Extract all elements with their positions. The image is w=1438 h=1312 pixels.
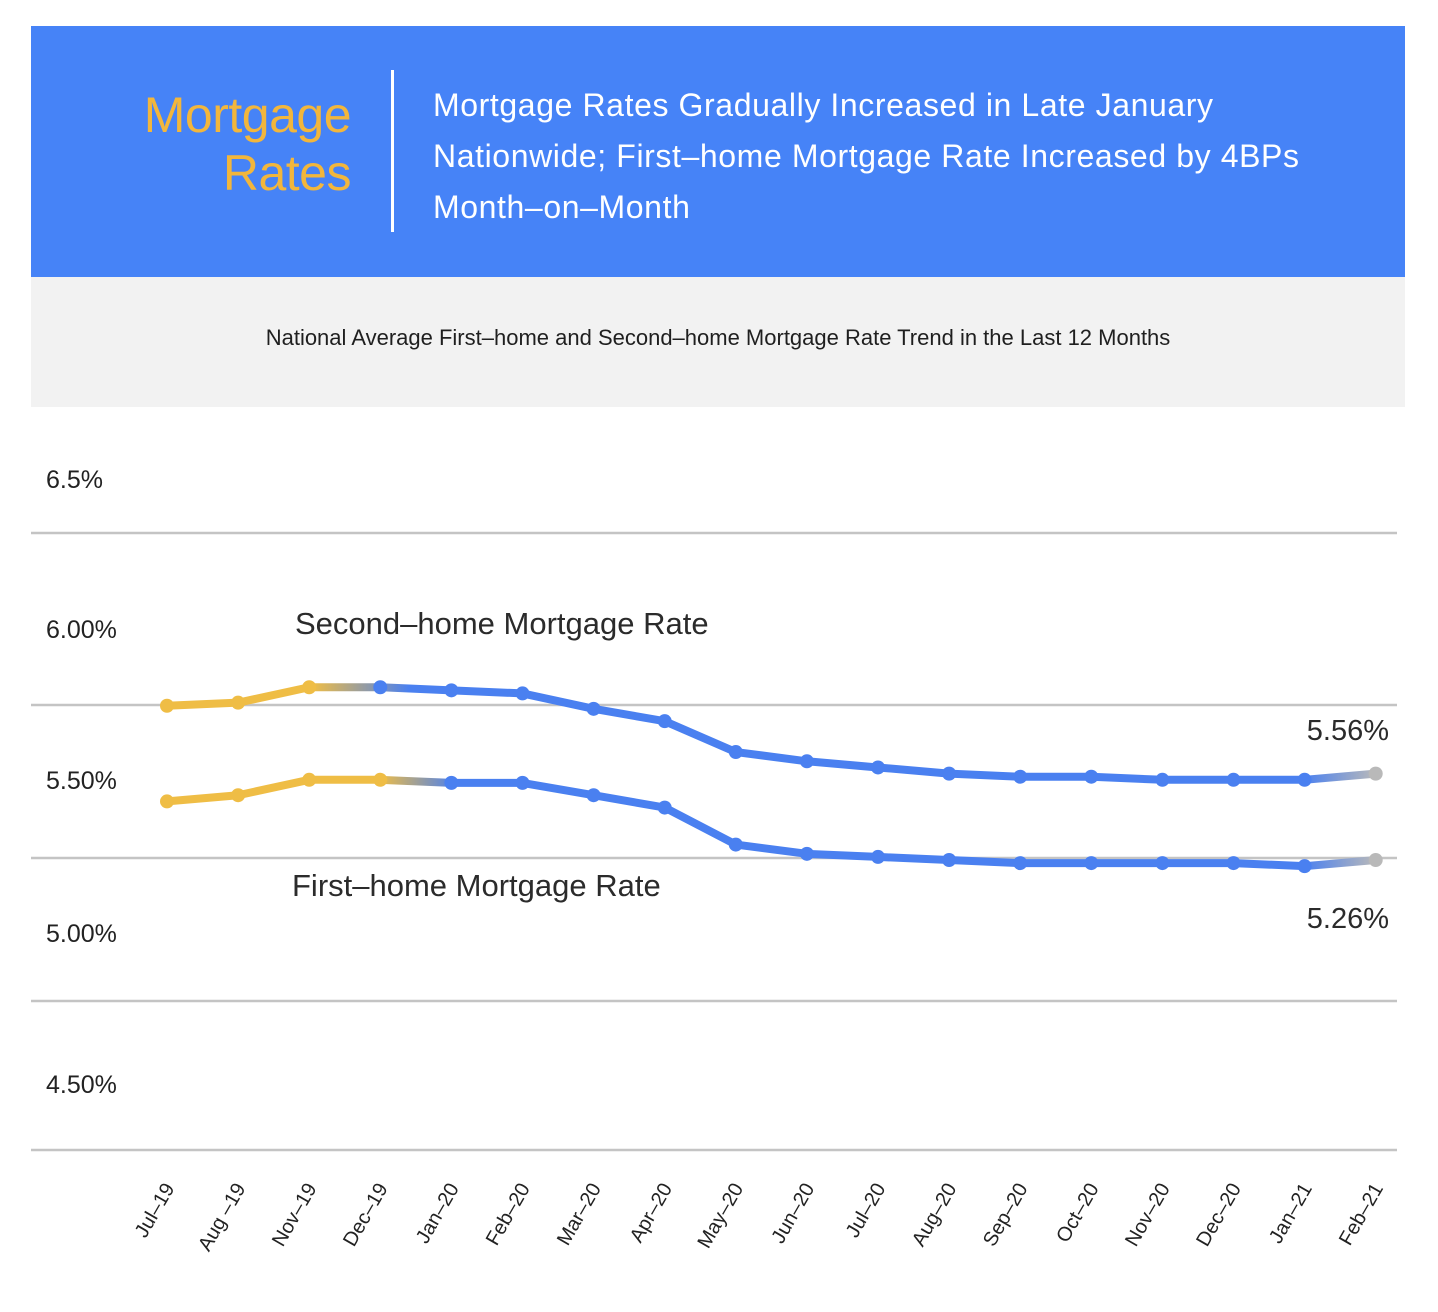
data-point <box>799 754 814 769</box>
data-point <box>586 701 601 716</box>
data-point <box>231 788 246 803</box>
x-tick-label: Aug–20 <box>908 1180 962 1251</box>
data-point <box>373 680 388 695</box>
data-point <box>1084 769 1099 784</box>
end-value-label: 5.26% <box>1307 903 1389 935</box>
data-point <box>160 698 174 713</box>
data-point <box>1226 856 1241 871</box>
data-point <box>1368 853 1383 868</box>
x-tick-label: Nov–20 <box>1121 1180 1175 1251</box>
data-point <box>444 775 459 790</box>
x-tick-label: Oct–20 <box>1052 1180 1103 1247</box>
end-value-label: 5.56% <box>1307 715 1389 747</box>
data-point <box>871 760 885 775</box>
data-point <box>728 837 743 852</box>
data-point <box>942 766 957 781</box>
data-point <box>657 714 672 729</box>
x-tick-label: Mar–20 <box>553 1180 606 1250</box>
chart-title: National Average First–home and Second–h… <box>265 325 1171 350</box>
series-name-label: First–home Mortgage Rate <box>292 868 661 903</box>
x-tick-label: Dec–19 <box>339 1180 393 1251</box>
x-tick-label: Sep–20 <box>979 1180 1033 1251</box>
data-point <box>728 745 743 760</box>
data-point <box>231 695 246 710</box>
y-tick-label: 5.50% <box>46 767 117 795</box>
x-tick-label: Jul–20 <box>842 1180 891 1242</box>
headline: Mortgage Rates Gradually Increased in La… <box>433 87 1300 225</box>
x-tick-label: Feb–20 <box>482 1180 535 1250</box>
brand-line-2: Rates <box>222 145 352 201</box>
chart-title-band: National Average First–home and Second–h… <box>31 277 1405 407</box>
data-point <box>1226 772 1241 787</box>
data-point <box>586 788 601 803</box>
series-line <box>163 775 1380 871</box>
data-point <box>871 849 885 864</box>
series-line <box>163 683 1380 784</box>
data-point <box>1297 859 1312 874</box>
data-point <box>515 775 530 790</box>
x-tick-label: Jan–20 <box>412 1180 464 1248</box>
y-tick-label: 6.5% <box>46 466 103 494</box>
data-point <box>657 800 672 815</box>
x-tick-label: Jun–20 <box>767 1180 819 1248</box>
x-tick-label: Nov–19 <box>268 1180 322 1251</box>
x-tick-label: Feb–21 <box>1335 1180 1388 1250</box>
brand-title: Mortgage Rates <box>91 86 352 202</box>
header-banner: Mortgage Rates Mortgage Rates Gradually … <box>31 26 1405 277</box>
data-point <box>799 846 814 861</box>
data-point <box>1013 769 1028 784</box>
x-tick-label: Apr–20 <box>626 1180 677 1247</box>
data-point <box>302 772 317 787</box>
data-point <box>515 686 530 701</box>
data-point <box>160 794 174 809</box>
brand-line-1: Mortgage <box>143 87 352 143</box>
data-point <box>1155 856 1170 871</box>
x-tick-label: May–20 <box>693 1180 748 1253</box>
y-tick-label: 6.00% <box>46 616 117 644</box>
data-point <box>302 680 317 695</box>
data-point <box>1297 772 1312 787</box>
data-point <box>1368 766 1383 781</box>
series-name-label: Second–home Mortgage Rate <box>295 606 709 641</box>
x-tick-label: Jul–19 <box>131 1180 180 1242</box>
data-point <box>444 683 459 698</box>
data-point <box>1013 856 1028 871</box>
data-point <box>373 772 388 787</box>
header-divider <box>391 70 394 232</box>
data-point <box>1155 772 1170 787</box>
x-tick-label: Aug –19 <box>194 1180 250 1256</box>
x-tick-label: Dec–20 <box>1192 1180 1246 1251</box>
data-point <box>1084 856 1099 871</box>
x-tick-label: Jan–21 <box>1265 1180 1317 1248</box>
y-tick-label: 5.00% <box>46 920 117 948</box>
data-point <box>942 853 957 868</box>
y-tick-label: 4.50% <box>46 1071 117 1099</box>
